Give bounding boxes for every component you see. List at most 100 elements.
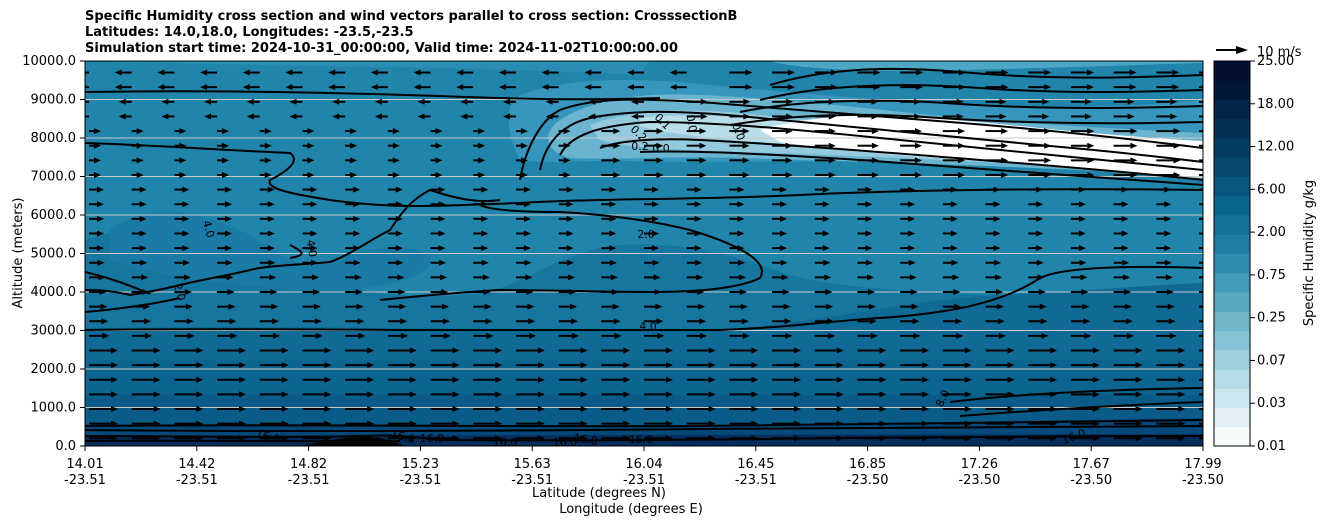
x-tick-label-longitude: -23.51 <box>288 473 330 488</box>
wind-vector-head <box>264 128 272 135</box>
wind-vector-head <box>950 186 958 193</box>
wind-vector-head <box>708 347 716 354</box>
wind-vector-head <box>780 230 788 237</box>
wind-vector-head <box>869 318 877 325</box>
wind-vector-head <box>1122 259 1130 266</box>
y-tick-label: 10000.0 <box>22 54 76 69</box>
wind-vector-head <box>1173 157 1181 164</box>
wind-vector-head <box>742 128 750 135</box>
wind-vector-head <box>566 245 574 252</box>
wind-vector-head <box>993 186 1001 193</box>
wind-vector-head <box>182 230 190 237</box>
wind-vector-head <box>142 289 150 295</box>
wind-vector-head <box>950 230 958 237</box>
wind-vector-head <box>794 435 802 442</box>
wind-vector-head <box>1178 435 1186 442</box>
wind-vector-head <box>143 303 151 310</box>
wind-vector-head <box>609 215 617 222</box>
wind-vector-head <box>743 113 751 120</box>
wind-vector-head <box>694 245 702 252</box>
wind-vector-head <box>1207 216 1214 222</box>
wind-vector-head <box>737 259 745 266</box>
wind-vector-head <box>610 274 618 281</box>
wind-vector-head <box>267 186 275 193</box>
wind-vector-head <box>97 215 104 222</box>
wind-vector-head <box>179 142 187 149</box>
wind-vector-head <box>114 84 122 91</box>
wind-vector-head <box>196 406 204 413</box>
wind-vector-head <box>289 113 297 120</box>
contour-line <box>519 98 1203 181</box>
wind-vector-head <box>828 332 836 339</box>
wind-vector-head <box>1087 128 1095 135</box>
wind-vector-head <box>239 347 247 354</box>
wind-vector-head <box>332 98 340 105</box>
wind-vector-head <box>1178 362 1186 369</box>
colorbar-swatch <box>1214 157 1250 177</box>
wind-vector-head <box>307 128 315 135</box>
wind-vector-head <box>993 201 1001 208</box>
x-tick-label-longitude: -23.50 <box>958 473 1000 488</box>
wind-vector-head <box>666 406 673 413</box>
wind-vector-head <box>1124 289 1132 295</box>
wind-vector-head <box>396 259 404 266</box>
wind-vector-head <box>478 142 486 149</box>
wind-vector-head <box>964 376 972 383</box>
wind-vector-head <box>699 142 707 149</box>
wind-vector-head <box>1135 435 1143 442</box>
wind-vector-head <box>652 215 659 222</box>
y-tick-label: 8000.0 <box>31 131 77 146</box>
wind-vector-head <box>871 113 879 120</box>
wind-vector-head <box>367 391 375 398</box>
wind-vector-head <box>452 406 460 413</box>
wind-vector-head <box>1050 391 1058 398</box>
wind-vector-head <box>743 98 751 105</box>
colorbar-swatch <box>1214 272 1250 293</box>
colorbar-tick-label: 6.00 <box>1257 182 1286 197</box>
wind-vector-head <box>666 347 673 354</box>
wind-vector-head <box>1123 274 1131 281</box>
contour-line <box>85 425 1203 433</box>
wind-vector-head <box>623 347 631 354</box>
wind-vector-head <box>354 274 362 281</box>
wind-vector-head <box>822 201 830 208</box>
wind-vector-head <box>353 215 361 222</box>
wind-vector-head <box>395 215 403 222</box>
x-tick-label-latitude: 14.01 <box>66 457 103 472</box>
wind-vector-head <box>964 362 972 369</box>
wind-vector-head <box>1038 289 1046 295</box>
wind-vector-head <box>350 157 358 164</box>
wind-vector-head <box>438 201 446 208</box>
wind-vector-head <box>537 391 545 398</box>
wind-vector-head <box>871 128 879 135</box>
wind-vector-head <box>1044 84 1052 91</box>
wind-vector-head <box>1084 98 1092 105</box>
wind-vector-head <box>879 391 887 398</box>
wind-vector-head <box>1135 347 1143 354</box>
wind-vector-head <box>324 347 332 354</box>
colorbar-swatch <box>1214 407 1250 428</box>
wind-vector-head <box>873 84 881 91</box>
wind-vector-head <box>879 435 887 442</box>
wind-vector-head <box>914 113 922 120</box>
wind-vector-head <box>324 406 332 413</box>
wind-vector-head <box>153 362 161 369</box>
wind-vector-head <box>669 84 677 91</box>
wind-vector-head <box>828 113 836 120</box>
wind-vector-head <box>324 435 332 442</box>
wind-vector-head <box>118 98 126 105</box>
wind-vector-head <box>100 303 108 310</box>
wind-vector-head <box>94 128 101 135</box>
wind-vector-head <box>1078 245 1086 252</box>
wind-vector-head <box>956 98 964 105</box>
wind-vector-head <box>871 142 879 149</box>
wind-vector-head <box>955 318 963 325</box>
contour-label: 0.0 <box>652 142 670 155</box>
wind-vector-head <box>225 186 233 193</box>
wind-vector-head <box>1164 186 1172 193</box>
wind-vector-head <box>239 406 247 413</box>
wind-vector-head <box>1165 274 1173 281</box>
wind-vector-head <box>836 420 844 427</box>
wind-vector-head <box>196 420 204 427</box>
wind-vector-head <box>1207 201 1214 207</box>
